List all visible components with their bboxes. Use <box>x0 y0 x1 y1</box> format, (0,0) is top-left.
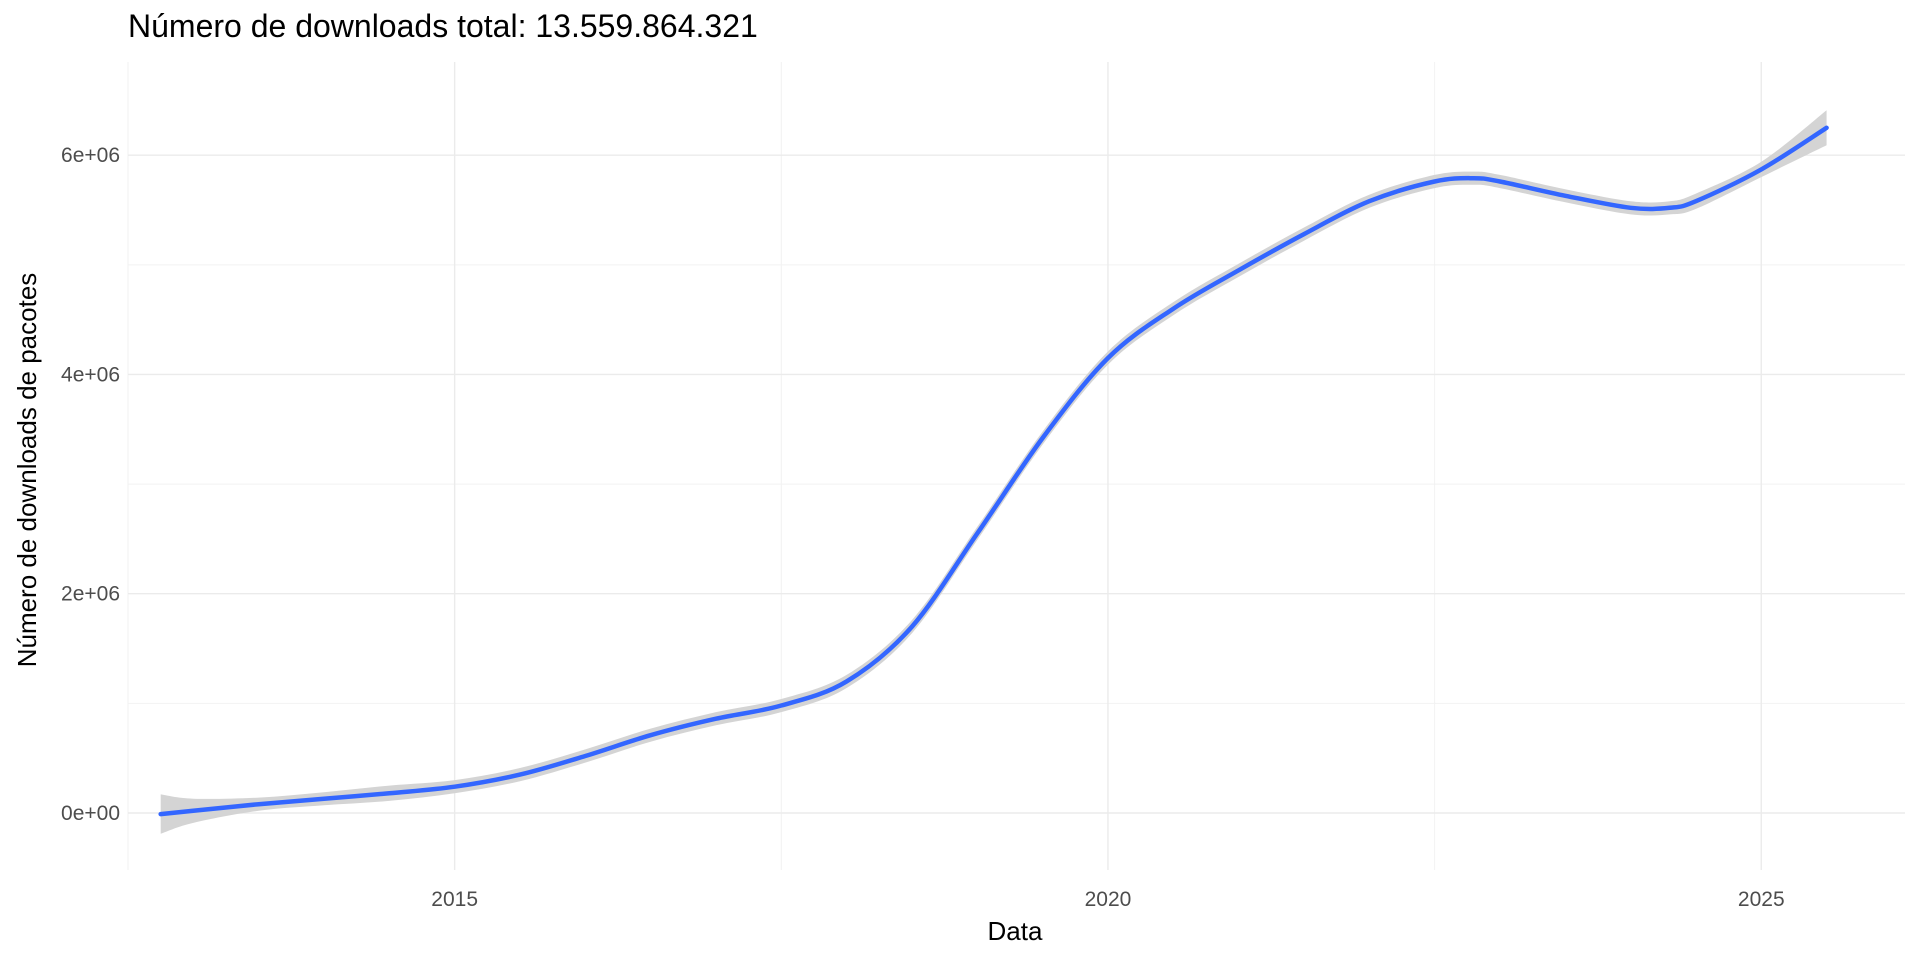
x-axis-tick-labels: 2015 2020 2025 <box>431 888 1784 911</box>
y-axis-title: Número de downloads de pacotes <box>12 273 42 668</box>
smoothed-line <box>158 125 1829 817</box>
confidence-band <box>160 110 1827 834</box>
series-line <box>158 125 1829 817</box>
y-axis-tick-labels: 0e+00 2e+06 4e+06 6e+06 <box>61 144 120 825</box>
confidence-band-area <box>160 110 1827 834</box>
x-tick-label: 2020 <box>1085 888 1132 911</box>
major-grid <box>128 62 1905 870</box>
x-tick-label: 2025 <box>1738 888 1785 911</box>
y-tick-label: 4e+06 <box>61 363 120 386</box>
y-tick-label: 0e+00 <box>61 802 120 825</box>
x-axis-title: Data <box>988 916 1043 946</box>
y-tick-label: 6e+06 <box>61 144 120 167</box>
chart-title: Número de downloads total: 13.559.864.32… <box>128 8 758 44</box>
minor-grid <box>127 62 1905 870</box>
x-tick-label: 2015 <box>431 888 478 911</box>
y-tick-label: 2e+06 <box>61 583 120 606</box>
